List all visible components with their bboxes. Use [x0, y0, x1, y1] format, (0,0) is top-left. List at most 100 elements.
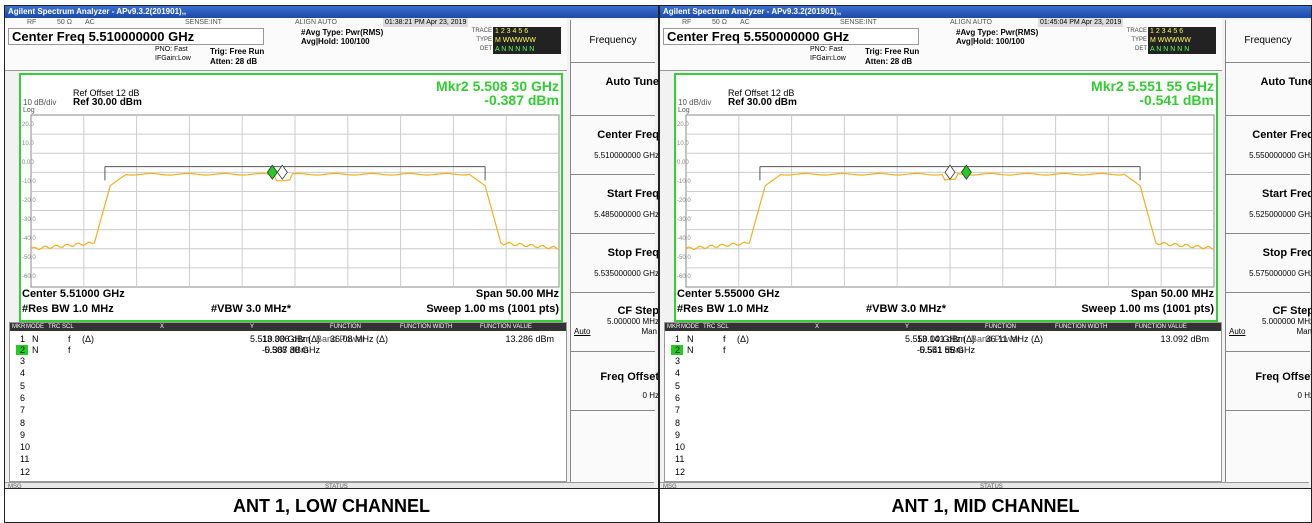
- marker-freq: Mkr2 5.551 55 GHz: [1091, 78, 1214, 94]
- softkey: Auto Tune: [571, 63, 658, 116]
- header-cell: Y: [250, 324, 255, 330]
- cell-mode: N: [32, 334, 39, 344]
- ifgain: IFGain:Low: [155, 55, 191, 62]
- row-number: 3: [675, 356, 681, 366]
- span-label: Span 50.00 MHz: [475, 288, 559, 300]
- y-label: -20.0: [677, 198, 691, 204]
- trig: Trig: Free Run: [210, 47, 265, 56]
- softkey: Auto Tune: [1226, 63, 1312, 116]
- softkey-label: Auto Tune: [605, 76, 659, 88]
- y-label: -40.0: [22, 236, 36, 243]
- header-cell: SCL: [62, 324, 74, 330]
- status-item: SENSE:INT: [185, 19, 222, 26]
- marker: [960, 164, 972, 180]
- softkey-value: 0 Hz: [642, 391, 659, 400]
- y-label: -10.0: [677, 178, 691, 185]
- trig: Trig: Free Run: [865, 47, 920, 56]
- softkey-label: Freq Offset: [600, 371, 659, 383]
- vbw: #VBW 3.0 MHz*: [211, 303, 292, 315]
- softkey-value: 5.535000000 GHz: [594, 269, 659, 278]
- row-number: 7: [675, 405, 681, 416]
- y-label: -30.0: [677, 217, 691, 224]
- status-item: 50 Ω: [57, 19, 72, 26]
- softkey-value: 5.000000 MHz: [1261, 317, 1312, 326]
- row-number: 11: [20, 454, 30, 465]
- row-number: 8: [675, 417, 681, 428]
- cell-y: -0.387 dBm: [262, 345, 309, 355]
- caption-cell: ANT 1, MID CHANNEL: [659, 488, 1312, 523]
- ref-offset: Ref Offset 12 dB: [73, 88, 140, 98]
- header-cell: X: [815, 324, 820, 330]
- delta-marker: [276, 164, 288, 180]
- center-label: Center 5.55000 GHz: [677, 288, 780, 300]
- center-freq-header: Center Freq 5.550000000 GHz: [663, 28, 919, 45]
- analyzer-window: Agilent Spectrum Analyzer - APv9.3.2(201…: [659, 5, 1312, 490]
- trace-value: 1 2 3 4 5 6: [493, 27, 561, 36]
- center-freq-header: Center Freq 5.510000000 GHz: [8, 28, 264, 45]
- softkey-option: Auto: [1229, 327, 1246, 336]
- row-highlight: [16, 345, 28, 355]
- status-label: STATUS: [325, 484, 348, 490]
- cell-trc: f: [68, 334, 71, 344]
- cell-value: 13.092 dBm: [1160, 334, 1209, 344]
- status-item: SENSE:INT: [840, 19, 877, 26]
- softkey: Start Freq 5.485000000 GHz: [571, 175, 658, 234]
- pno: PNO: Fast: [810, 46, 843, 53]
- softkey-label: Stop Freq: [607, 247, 659, 259]
- softkey-menu: Frequency Auto Tune Center Freq 5.550000000…: [1225, 20, 1312, 482]
- center-label: Center 5.51000 GHz: [22, 288, 125, 300]
- ref-offset: Ref Offset 12 dB: [728, 88, 795, 98]
- cell-num: 1: [20, 334, 26, 344]
- status-item: AC: [85, 19, 95, 26]
- cell-x: 5.550 00 GHz (Δ): [904, 334, 975, 344]
- marker-freq: Mkr2 5.508 30 GHz: [436, 78, 559, 94]
- trace-label: TYPE: [476, 37, 492, 43]
- y-label: 10.0: [22, 140, 34, 147]
- cell-y: -0.541 dBm: [917, 345, 964, 355]
- y-label: -60.0: [677, 274, 691, 281]
- y-label: 20.0: [22, 121, 34, 128]
- menu-title: Frequency: [1244, 35, 1292, 46]
- status-label: STATUS: [980, 484, 1003, 490]
- marker-level: -0.541 dBm: [1139, 92, 1214, 108]
- header: RF 50 Ω AC SENSE:INT ALIGN AUTO 01:45:04 PM A…: [660, 18, 1222, 71]
- softkey: Start Freq 5.525000000 GHz: [1226, 175, 1311, 234]
- softkey-value: 5.575000000 GHz: [1249, 269, 1312, 278]
- vbw: #VBW 3.0 MHz*: [866, 303, 947, 315]
- avg-type: #Avg Type: Pwr(RMS): [956, 28, 1039, 37]
- avg-hold: Avg|Hold: 100/100: [301, 37, 370, 46]
- header: RF 50 Ω AC SENSE:INT ALIGN AUTO 01:38:21 PM A…: [5, 18, 567, 71]
- y-label: 0.00: [22, 159, 34, 166]
- avg-hold: Avg|Hold: 100/100: [956, 37, 1025, 46]
- status-item: RF: [682, 19, 692, 26]
- softkey-label: Stop Freq: [1262, 247, 1312, 259]
- softkey: Stop Freq 5.535000000 GHz: [571, 234, 658, 293]
- message-bar: MSG STATUS: [5, 482, 654, 490]
- header-cell: MKR: [667, 324, 681, 330]
- row-number: 4: [20, 368, 26, 379]
- softkey: Center Freq 5.550000000 GHz: [1226, 116, 1311, 175]
- softkey: Stop Freq 5.575000000 GHz: [1226, 234, 1312, 293]
- plot: [30, 114, 560, 288]
- marker: [266, 164, 278, 180]
- row-number: 8: [20, 417, 26, 428]
- y-label: -20.0: [22, 198, 36, 204]
- cell-y: 13.336 dBm: [262, 334, 311, 344]
- header-cell: FUNCTION WIDTH: [1055, 324, 1108, 330]
- atten: Atten: 28 dB: [210, 57, 258, 66]
- softkey-option: Man: [1296, 327, 1312, 336]
- row-number: 12: [20, 466, 31, 477]
- trace-label: TRACE: [471, 28, 492, 34]
- header-cell: TRC: [48, 324, 61, 330]
- row-number: 7: [20, 405, 26, 416]
- ref-level: Ref 30.00 dBm: [73, 97, 142, 108]
- y-label: -50.0: [677, 255, 691, 262]
- y-label: -50.0: [22, 255, 36, 262]
- cell-num: 1: [675, 334, 681, 344]
- softkey-label: Auto Tune: [1260, 76, 1312, 88]
- cell-scl: (Δ): [737, 334, 750, 344]
- softkey-value: 5.510000000 GHz: [594, 151, 659, 160]
- header-cell: TRC: [703, 324, 716, 330]
- softkey: Frequency: [571, 20, 655, 63]
